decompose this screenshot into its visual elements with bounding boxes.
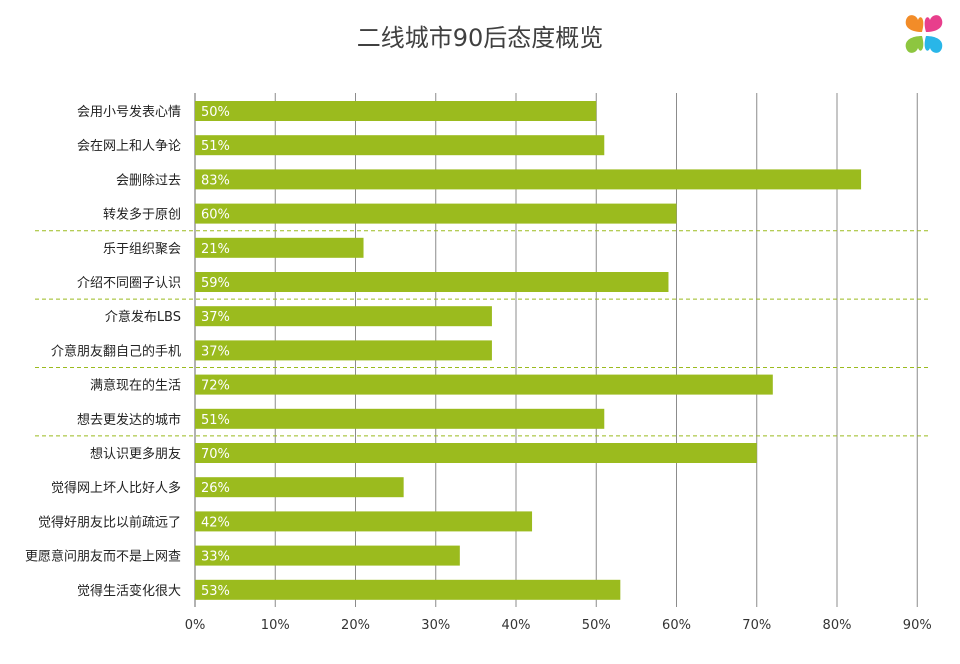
category-label: 觉得好朋友比以前疏远了 [38, 514, 181, 530]
bar-data-label: 72% [201, 379, 230, 394]
bar [195, 272, 669, 292]
bar-data-label: 21% [201, 242, 230, 257]
bar-data-label: 33% [201, 550, 230, 565]
group-separators [35, 230, 928, 437]
bar-data-label: 83% [201, 173, 230, 188]
bar-data-label: 50% [201, 105, 230, 120]
logo-petal-green [905, 36, 924, 53]
bar [195, 101, 597, 121]
bar-data-label: 53% [201, 584, 230, 599]
x-tick-label: 60% [662, 618, 691, 633]
x-tick-label: 30% [421, 618, 450, 633]
category-label: 想认识更多朋友 [90, 446, 181, 462]
category-label: 介意发布LBS [105, 309, 181, 325]
category-label: 会删除过去 [116, 173, 181, 188]
bar-data-label: 60% [201, 208, 230, 223]
category-label: 乐于组织聚会 [103, 242, 181, 257]
flower-logo-icon [905, 15, 943, 53]
category-label: 介意朋友翻自己的手机 [51, 343, 181, 359]
category-label: 更愿意问朋友而不是上网查 [25, 549, 181, 565]
bars: 50% 51% 83% 60% 21% 59% 37% 37% 72% 51% 70% 26% 42% 3… [195, 101, 862, 600]
x-axis-ticks: 0% 10% 20% 30% 40% 50% 60% 70% 80% 90% [185, 618, 932, 633]
category-label: 会用小号发表心情 [77, 104, 181, 120]
bar [195, 340, 492, 361]
x-tick-label: 50% [582, 618, 611, 633]
bar-data-label: 42% [201, 515, 230, 530]
bar [195, 306, 492, 327]
bar [195, 203, 677, 224]
bar-data-label: 51% [201, 139, 230, 154]
bar [195, 237, 364, 258]
logo-petal-pink [924, 15, 943, 32]
x-tick-label: 10% [261, 618, 290, 633]
logo-petal-blue [924, 36, 943, 53]
bar-data-label: 26% [201, 481, 230, 496]
category-label: 转发多于原创 [103, 207, 181, 223]
bar [195, 477, 404, 498]
category-label: 觉得生活变化很大 [77, 583, 181, 599]
bar-data-label: 59% [201, 276, 230, 291]
bar-data-label: 70% [201, 447, 230, 462]
bar-data-label: 37% [201, 344, 230, 359]
bar [195, 511, 533, 532]
bar [195, 374, 773, 395]
bar [195, 443, 757, 463]
category-label: 满意现在的生活 [90, 378, 181, 394]
category-label: 想去更发达的城市 [77, 412, 181, 428]
x-tick-label: 20% [341, 618, 370, 633]
category-label: 会在网上和人争论 [77, 139, 181, 154]
bar [195, 545, 460, 566]
x-tick-label: 40% [502, 618, 531, 633]
x-tick-label: 80% [823, 618, 852, 633]
bar [195, 579, 621, 600]
x-tick-label: 70% [742, 618, 771, 633]
category-label: 觉得网上坏人比好人多 [51, 480, 181, 496]
bar [195, 135, 605, 156]
x-tick-label: 90% [903, 618, 932, 633]
category-labels: 会用小号发表心情会在网上和人争论会删除过去转发多于原创乐于组织聚会介绍不同圈子认… [25, 104, 181, 599]
x-tick-label: 0% [185, 618, 206, 633]
category-label: 介绍不同圈子认识 [77, 276, 181, 291]
bar-data-label: 37% [201, 310, 230, 325]
bar [195, 169, 862, 190]
bar [195, 408, 605, 429]
bar-data-label: 51% [201, 413, 230, 428]
chart-title: 二线城市90后态度概览 [356, 24, 604, 52]
logo-petal-orange [905, 15, 924, 32]
